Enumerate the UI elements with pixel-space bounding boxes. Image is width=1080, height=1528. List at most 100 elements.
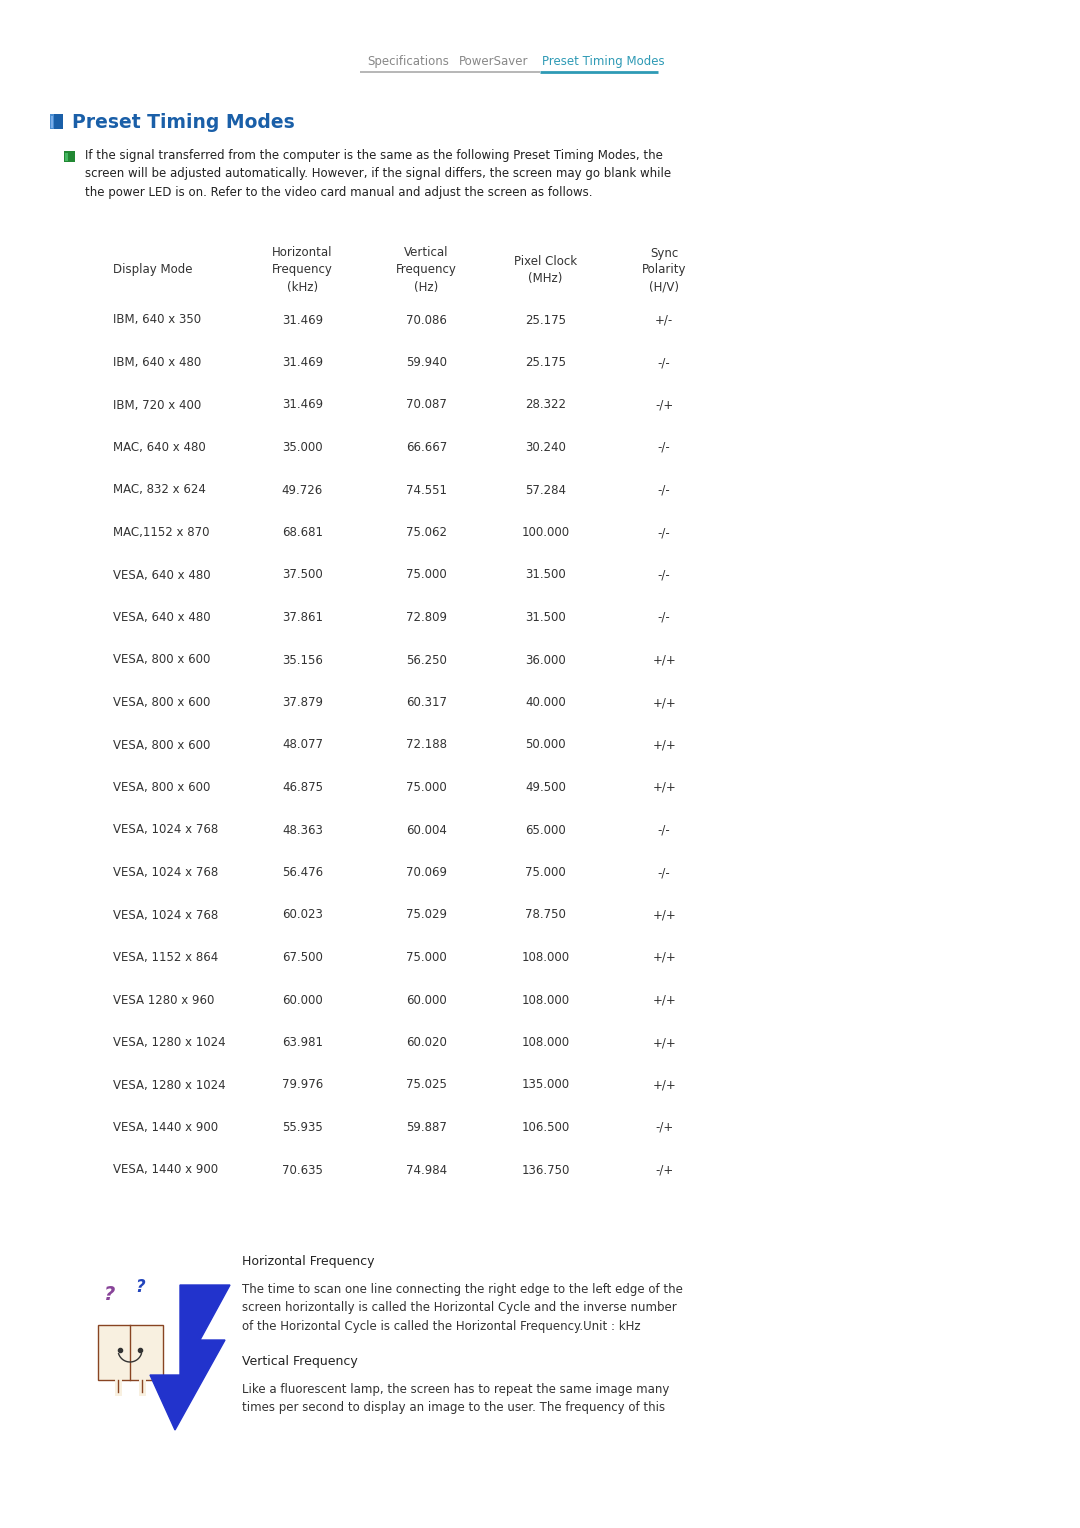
Text: 37.879: 37.879 bbox=[282, 695, 323, 709]
Text: Preset Timing Modes: Preset Timing Modes bbox=[542, 55, 664, 69]
Text: 135.000: 135.000 bbox=[522, 1079, 569, 1091]
Text: VESA, 800 x 600: VESA, 800 x 600 bbox=[113, 738, 211, 752]
Text: MAC,1152 x 870: MAC,1152 x 870 bbox=[113, 526, 210, 539]
Text: IBM, 720 x 400: IBM, 720 x 400 bbox=[113, 399, 202, 411]
Text: +/+: +/+ bbox=[652, 738, 676, 752]
Text: 31.500: 31.500 bbox=[525, 611, 566, 623]
Text: 56.476: 56.476 bbox=[282, 866, 323, 879]
Text: 35.000: 35.000 bbox=[282, 442, 323, 454]
Text: ?: ? bbox=[105, 1285, 116, 1305]
FancyBboxPatch shape bbox=[65, 153, 68, 160]
Text: 59.940: 59.940 bbox=[406, 356, 447, 368]
Text: +/+: +/+ bbox=[652, 1036, 676, 1050]
Text: 75.029: 75.029 bbox=[406, 909, 447, 921]
Text: 136.750: 136.750 bbox=[522, 1163, 569, 1177]
Text: MAC, 640 x 480: MAC, 640 x 480 bbox=[113, 442, 206, 454]
Text: 31.469: 31.469 bbox=[282, 356, 323, 368]
Text: 75.000: 75.000 bbox=[406, 568, 447, 582]
FancyBboxPatch shape bbox=[51, 116, 53, 128]
Text: 60.000: 60.000 bbox=[282, 993, 323, 1007]
Text: 60.000: 60.000 bbox=[406, 993, 447, 1007]
Text: 74.551: 74.551 bbox=[406, 483, 447, 497]
Text: ?: ? bbox=[135, 1277, 145, 1296]
Text: 36.000: 36.000 bbox=[525, 654, 566, 666]
Text: 25.175: 25.175 bbox=[525, 313, 566, 327]
Text: 37.861: 37.861 bbox=[282, 611, 323, 623]
FancyBboxPatch shape bbox=[64, 151, 75, 162]
Text: 74.984: 74.984 bbox=[406, 1163, 447, 1177]
Text: Specifications: Specifications bbox=[367, 55, 449, 69]
Text: If the signal transferred from the computer is the same as the following Preset : If the signal transferred from the compu… bbox=[85, 150, 671, 199]
Text: 56.250: 56.250 bbox=[406, 654, 447, 666]
Text: 70.087: 70.087 bbox=[406, 399, 447, 411]
Text: Sync
Polarity
(H/V): Sync Polarity (H/V) bbox=[642, 246, 687, 293]
Text: VESA, 1024 x 768: VESA, 1024 x 768 bbox=[113, 866, 218, 879]
Text: MAC, 832 x 624: MAC, 832 x 624 bbox=[113, 483, 206, 497]
Text: 31.500: 31.500 bbox=[525, 568, 566, 582]
Text: VESA, 1152 x 864: VESA, 1152 x 864 bbox=[113, 950, 218, 964]
Text: -/-: -/- bbox=[658, 568, 671, 582]
Text: 48.363: 48.363 bbox=[282, 824, 323, 836]
Text: 108.000: 108.000 bbox=[522, 950, 569, 964]
Text: VESA, 1024 x 768: VESA, 1024 x 768 bbox=[113, 824, 218, 836]
Text: VESA, 1440 x 900: VESA, 1440 x 900 bbox=[113, 1163, 218, 1177]
Text: +/+: +/+ bbox=[652, 654, 676, 666]
Text: The time to scan one line connecting the right edge to the left edge of the
scre: The time to scan one line connecting the… bbox=[242, 1284, 683, 1332]
Text: +/+: +/+ bbox=[652, 781, 676, 795]
FancyBboxPatch shape bbox=[98, 1325, 163, 1380]
Text: VESA 1280 x 960: VESA 1280 x 960 bbox=[113, 993, 215, 1007]
Text: Preset Timing Modes: Preset Timing Modes bbox=[72, 113, 295, 131]
Text: 25.175: 25.175 bbox=[525, 356, 566, 368]
Text: VESA, 800 x 600: VESA, 800 x 600 bbox=[113, 695, 211, 709]
Text: 65.000: 65.000 bbox=[525, 824, 566, 836]
Text: 28.322: 28.322 bbox=[525, 399, 566, 411]
Text: -/-: -/- bbox=[658, 442, 671, 454]
Text: 66.667: 66.667 bbox=[406, 442, 447, 454]
Text: 48.077: 48.077 bbox=[282, 738, 323, 752]
Polygon shape bbox=[150, 1285, 230, 1430]
Text: +/-: +/- bbox=[656, 313, 673, 327]
Text: 31.469: 31.469 bbox=[282, 399, 323, 411]
Text: 70.086: 70.086 bbox=[406, 313, 447, 327]
Text: -/-: -/- bbox=[658, 526, 671, 539]
Text: +/+: +/+ bbox=[652, 695, 676, 709]
Text: 49.726: 49.726 bbox=[282, 483, 323, 497]
Text: VESA, 800 x 600: VESA, 800 x 600 bbox=[113, 654, 211, 666]
Text: 57.284: 57.284 bbox=[525, 483, 566, 497]
Text: 70.635: 70.635 bbox=[282, 1163, 323, 1177]
Text: 31.469: 31.469 bbox=[282, 313, 323, 327]
Text: 72.188: 72.188 bbox=[406, 738, 447, 752]
Text: Display Mode: Display Mode bbox=[113, 263, 193, 277]
Text: 46.875: 46.875 bbox=[282, 781, 323, 795]
Text: 106.500: 106.500 bbox=[522, 1122, 569, 1134]
Text: IBM, 640 x 480: IBM, 640 x 480 bbox=[113, 356, 202, 368]
Text: 60.004: 60.004 bbox=[406, 824, 447, 836]
Text: 75.000: 75.000 bbox=[525, 866, 566, 879]
Text: 72.809: 72.809 bbox=[406, 611, 447, 623]
Text: 68.681: 68.681 bbox=[282, 526, 323, 539]
Text: 55.935: 55.935 bbox=[282, 1122, 323, 1134]
Text: 60.020: 60.020 bbox=[406, 1036, 447, 1050]
Text: -/-: -/- bbox=[658, 356, 671, 368]
Text: 35.156: 35.156 bbox=[282, 654, 323, 666]
Text: 100.000: 100.000 bbox=[522, 526, 569, 539]
Text: +/+: +/+ bbox=[652, 993, 676, 1007]
Text: -/-: -/- bbox=[658, 824, 671, 836]
Text: 75.000: 75.000 bbox=[406, 781, 447, 795]
Text: VESA, 640 x 480: VESA, 640 x 480 bbox=[113, 568, 211, 582]
Text: VESA, 1280 x 1024: VESA, 1280 x 1024 bbox=[113, 1079, 226, 1091]
Text: +/+: +/+ bbox=[652, 1079, 676, 1091]
Text: 49.500: 49.500 bbox=[525, 781, 566, 795]
Text: 30.240: 30.240 bbox=[525, 442, 566, 454]
FancyBboxPatch shape bbox=[50, 115, 54, 128]
Text: 59.887: 59.887 bbox=[406, 1122, 447, 1134]
Text: 78.750: 78.750 bbox=[525, 909, 566, 921]
Text: +/+: +/+ bbox=[652, 909, 676, 921]
Text: VESA, 1280 x 1024: VESA, 1280 x 1024 bbox=[113, 1036, 226, 1050]
Text: Like a fluorescent lamp, the screen has to repeat the same image many
times per : Like a fluorescent lamp, the screen has … bbox=[242, 1383, 670, 1415]
Text: Horizontal
Frequency
(kHz): Horizontal Frequency (kHz) bbox=[272, 246, 333, 293]
Text: 108.000: 108.000 bbox=[522, 1036, 569, 1050]
Text: Vertical Frequency: Vertical Frequency bbox=[242, 1355, 357, 1368]
Text: 37.500: 37.500 bbox=[282, 568, 323, 582]
Text: +/+: +/+ bbox=[652, 950, 676, 964]
